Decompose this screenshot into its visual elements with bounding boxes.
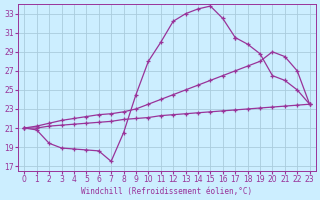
X-axis label: Windchill (Refroidissement éolien,°C): Windchill (Refroidissement éolien,°C): [81, 187, 252, 196]
